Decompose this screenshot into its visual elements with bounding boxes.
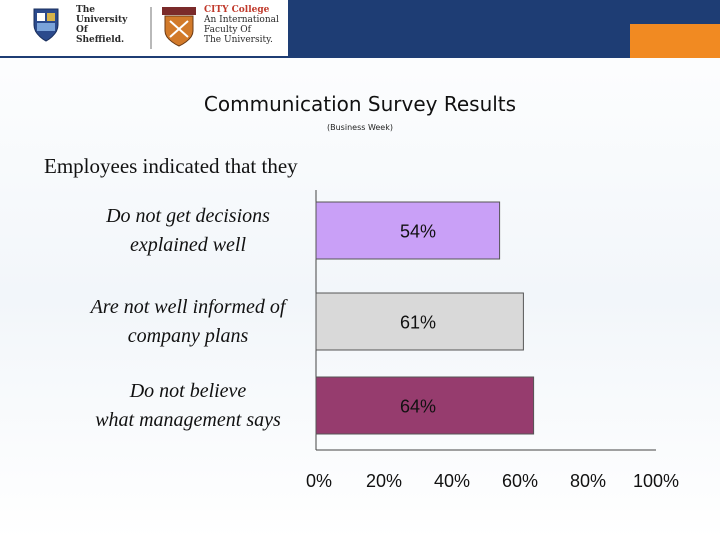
data-label-1: 54% xyxy=(400,222,436,242)
college-description: An International Faculty Of The Universi… xyxy=(204,15,279,45)
x-tick-label-6: 100% xyxy=(633,471,679,491)
bar-1 xyxy=(315,201,501,260)
category-label-1-line-2: explained well xyxy=(130,234,247,256)
header-accent-tab xyxy=(630,24,720,58)
data-label-3: 64% xyxy=(400,397,436,417)
category-label-1-line-1: Do not get decisions xyxy=(105,205,270,227)
slide-title: Communication Survey Results xyxy=(203,92,517,116)
category-label-2-line-2: company plans xyxy=(128,325,249,347)
slide-subtitle: (Business Week) xyxy=(327,123,393,132)
x-tick-label-5: 80% xyxy=(570,471,606,491)
logo-panel: The University Of Sheffield. CITY Colleg… xyxy=(0,0,288,56)
x-tick-label-1: 0% xyxy=(306,471,332,491)
sheffield-crest-icon xyxy=(33,8,59,42)
x-tick-label-4: 60% xyxy=(502,471,538,491)
category-label-3-line-2: what management says xyxy=(95,409,281,431)
university-name: The University Of Sheffield. xyxy=(76,5,128,45)
bar-2 xyxy=(315,292,524,351)
category-label-2-line-1: Are not well informed of xyxy=(89,296,288,318)
data-label-2: 61% xyxy=(400,313,436,333)
intro-text: Employees indicated that they xyxy=(44,154,298,178)
college-brand: CITY College xyxy=(204,5,270,15)
college-name: CITY College An International Faculty Of… xyxy=(204,5,279,45)
x-tick-label-2: 20% xyxy=(366,471,402,491)
city-college-crest-icon xyxy=(162,7,196,47)
x-tick-label-3: 40% xyxy=(434,471,470,491)
bar-3 xyxy=(315,376,535,435)
logo-divider xyxy=(150,7,152,49)
category-label-3-line-1: Do not believe xyxy=(129,380,247,402)
